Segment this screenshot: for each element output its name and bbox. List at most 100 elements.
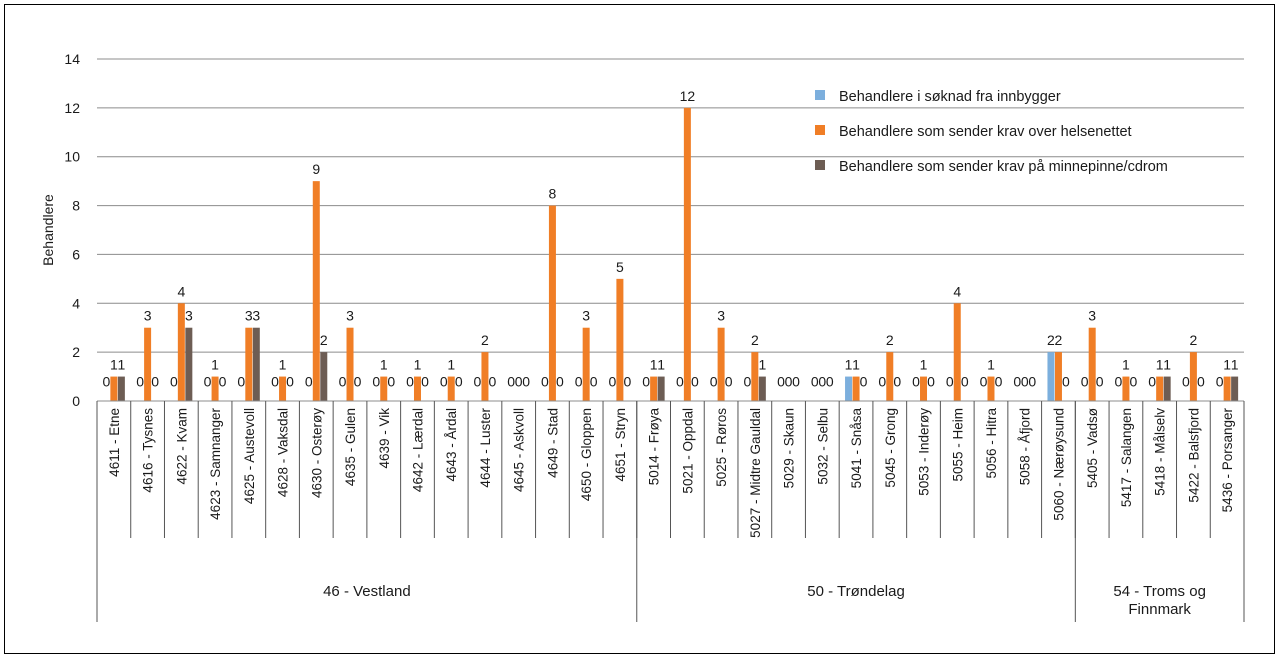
data-label: 0 <box>455 373 463 389</box>
x-tick-label: 4643 - Årdal <box>444 408 459 482</box>
data-label: 1 <box>758 357 766 373</box>
data-label: 3 <box>144 308 152 324</box>
bar <box>751 352 759 401</box>
y-axis-label: Behandlere <box>40 194 56 266</box>
x-tick-label: 5025 - Røros <box>714 408 729 487</box>
bar <box>650 376 658 401</box>
data-label: 1 <box>650 357 658 373</box>
x-tick-label: 4616 - Tysnes <box>141 408 156 493</box>
bar <box>110 376 118 401</box>
data-label: 0 <box>860 373 868 389</box>
bar <box>1054 352 1062 401</box>
x-tick-label: 4639 - Vik <box>377 408 392 469</box>
bar <box>683 107 691 401</box>
x-tick-label: 4622 - Kvam <box>174 408 189 485</box>
x-tick-label: 4651 - Stryn <box>613 408 628 482</box>
x-tick-label: 4611 - Etne <box>107 408 122 477</box>
data-label: 0 <box>170 373 178 389</box>
x-tick-label: 5055 - Heim <box>950 408 965 482</box>
data-label: 0 <box>421 373 429 389</box>
x-tick-label: 5056 - Hitra <box>984 408 999 479</box>
bar <box>1047 352 1055 401</box>
data-label: 9 <box>312 161 320 177</box>
data-label: 0 <box>219 373 227 389</box>
bar <box>346 327 354 401</box>
data-label: 0 <box>387 373 395 389</box>
bar <box>845 376 853 401</box>
data-label: 0 <box>204 373 212 389</box>
bar <box>657 376 665 401</box>
bar <box>1223 376 1231 401</box>
chart-frame <box>4 4 1275 654</box>
bar <box>548 205 556 401</box>
data-label: 12 <box>680 88 696 104</box>
data-label: 1 <box>1122 357 1130 373</box>
data-label: 0 <box>961 373 969 389</box>
data-label: 2 <box>481 332 489 348</box>
legend-swatch <box>815 160 825 170</box>
bar <box>279 376 287 401</box>
data-label: 0 <box>372 373 380 389</box>
data-label: 1 <box>920 357 928 373</box>
bar <box>144 327 152 401</box>
x-tick-label: 5014 - Frøya <box>647 408 662 486</box>
data-label: 3 <box>245 308 253 324</box>
data-label: 0 <box>826 373 834 389</box>
data-label: 0 <box>354 373 362 389</box>
y-tick-label: 4 <box>72 295 80 311</box>
data-label: 0 <box>590 373 598 389</box>
data-label: 0 <box>541 373 549 389</box>
bar <box>886 352 894 401</box>
bar <box>177 303 185 401</box>
data-label: 0 <box>406 373 414 389</box>
data-label: 1 <box>447 357 455 373</box>
bar <box>920 376 928 401</box>
group-label: 50 - Trøndelag <box>807 583 905 600</box>
data-label: 0 <box>623 373 631 389</box>
data-label: 0 <box>507 373 515 389</box>
y-tick-label: 8 <box>72 198 80 214</box>
data-label: 0 <box>136 373 144 389</box>
bar <box>1231 376 1239 401</box>
data-label: 0 <box>743 373 751 389</box>
x-tick-label: 4649 - Stad <box>545 408 560 478</box>
bar <box>312 181 320 401</box>
data-label: 3 <box>185 308 193 324</box>
data-label: 0 <box>102 373 110 389</box>
x-tick-label: 5041 - Snåsa <box>849 408 864 489</box>
data-label: 0 <box>1028 373 1036 389</box>
x-tick-label: 5053 - Inderøy <box>917 408 932 496</box>
data-label: 0 <box>474 373 482 389</box>
bar <box>245 327 253 401</box>
x-tick-label: 5027 - Midtre Gauldal <box>748 408 763 538</box>
data-label: 2 <box>1189 332 1197 348</box>
legend-label: Behandlere i søknad fra innbygger <box>839 89 1061 105</box>
data-label: 0 <box>1062 373 1070 389</box>
y-tick-label: 10 <box>64 149 80 165</box>
data-label: 8 <box>549 186 557 202</box>
data-label: 0 <box>642 373 650 389</box>
bar <box>413 376 421 401</box>
data-label: 0 <box>1182 373 1190 389</box>
bar <box>987 376 995 401</box>
x-tick-label: 4650 - Gloppen <box>579 408 594 501</box>
data-label: 0 <box>489 373 497 389</box>
data-label: 1 <box>657 357 665 373</box>
group-label: 46 - Vestland <box>323 583 411 600</box>
data-label: 0 <box>818 373 826 389</box>
x-tick-label: 5417 - Salangen <box>1119 408 1134 507</box>
data-label: 0 <box>1021 373 1029 389</box>
data-label: 0 <box>893 373 901 389</box>
data-label: 5 <box>616 259 624 275</box>
group-label: 54 - Troms og Finnmark <box>1113 583 1206 618</box>
data-label: 1 <box>1156 357 1164 373</box>
bar <box>852 376 860 401</box>
y-tick-label: 12 <box>64 100 80 116</box>
data-label: 0 <box>575 373 583 389</box>
x-tick-label: 4644 - Luster <box>478 408 493 488</box>
x-tick-label: 4625 - Austevoll <box>242 408 257 504</box>
data-label: 0 <box>608 373 616 389</box>
data-label: 0 <box>811 373 819 389</box>
bar <box>185 327 193 401</box>
data-label: 1 <box>211 357 219 373</box>
